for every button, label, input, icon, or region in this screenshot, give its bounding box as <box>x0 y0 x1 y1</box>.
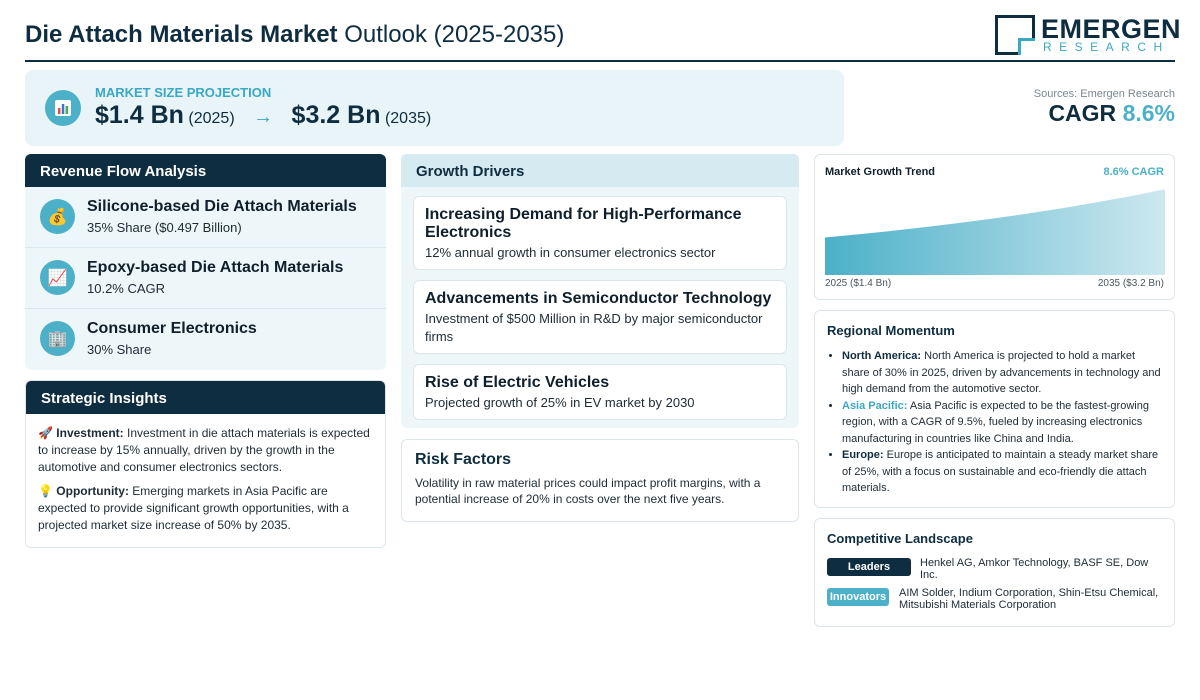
title-rest: Outlook (2025-2035) <box>344 21 565 48</box>
regional-momentum-title: Regional Momentum <box>827 323 955 338</box>
revenue-item-value: 35% Share ($0.497 Billion) <box>87 220 242 235</box>
region-text: Asia Pacific is expected to be the faste… <box>842 399 1149 445</box>
driver-card: Increasing Demand for High-Performance E… <box>413 196 787 270</box>
bar-chart-icon <box>45 90 81 126</box>
competitive-landscape-panel: Competitive Landscape Leaders Henkel AG,… <box>814 518 1175 627</box>
investment-label: Investment: <box>56 426 124 440</box>
driver-desc: Investment of $500 Million in R&D by maj… <box>425 311 763 344</box>
revenue-item: 📈 Epoxy-based Die Attach Materials 10.2%… <box>25 248 386 309</box>
driver-desc: 12% annual growth in consumer electronic… <box>425 245 716 260</box>
revenue-flow-title: Revenue Flow Analysis <box>25 154 386 187</box>
market-growth-trend-panel: Market Growth Trend 8.6% CAGR 2025 ($1.4… <box>814 154 1175 300</box>
start-year: (2025) <box>188 110 235 127</box>
strategic-insights-panel: Strategic Insights 🚀 Investment: Investm… <box>25 380 386 548</box>
end-year: (2035) <box>384 110 432 127</box>
driver-title: Increasing Demand for High-Performance E… <box>425 206 742 241</box>
logo-name: EMERGEN <box>1041 14 1182 44</box>
projection-values: $1.4 Bn (2025) → $3.2 Bn (2035) <box>95 101 431 130</box>
page-title: Die Attach Materials Market Outlook (202… <box>25 21 564 49</box>
opportunity-insight: 💡 Opportunity: Emerging markets in Asia … <box>38 483 373 534</box>
growth-area-chart <box>825 189 1165 275</box>
region-name: Europe: <box>842 449 884 461</box>
market-size-projection: MARKET SIZE PROJECTION $1.4 Bn (2025) → … <box>25 70 844 146</box>
emergen-logo[interactable]: EMERGEN RESEARCH <box>995 14 1181 56</box>
cagr-headline: CAGR 8.6% <box>1048 100 1175 127</box>
page-header: Die Attach Materials Market Outlook (202… <box>25 12 1181 62</box>
revenue-item: 💰 Silicone-based Die Attach Materials 35… <box>25 187 386 248</box>
leaders-list: Henkel AG, Amkor Technology, BASF SE, Do… <box>920 557 1149 581</box>
start-value: $1.4 Bn <box>95 101 184 129</box>
regional-momentum-panel: Regional Momentum North America: North A… <box>814 310 1175 508</box>
innovators-list: AIM Solder, Indium Corporation, Shin-Ets… <box>899 587 1159 611</box>
sources-text: Sources: Emergen Research <box>1033 88 1175 100</box>
leaders-row: Leaders Henkel AG, Amkor Technology, BAS… <box>827 557 1163 583</box>
innovators-badge: Innovators <box>827 588 889 606</box>
driver-title: Rise of Electric Vehicles <box>425 374 610 391</box>
revenue-item-value: 10.2% CAGR <box>87 281 166 296</box>
cagr-value: 8.6% <box>1122 100 1175 126</box>
risk-factors-text: Volatility in raw material prices could … <box>415 476 761 506</box>
region-item: North America: North America is projecte… <box>842 348 1162 398</box>
projection-label: MARKET SIZE PROJECTION <box>95 85 272 100</box>
region-item: Europe: Europe is anticipated to maintai… <box>842 447 1162 497</box>
strategic-insights-title: Strategic Insights <box>26 381 385 414</box>
risk-factors-panel: Risk Factors Volatility in raw material … <box>401 439 799 522</box>
investment-insight: 🚀 Investment: Investment in die attach m… <box>38 425 373 476</box>
competitive-landscape-title: Competitive Landscape <box>827 531 973 546</box>
building-icon: 🏢 <box>40 321 75 356</box>
innovators-row: Innovators AIM Solder, Indium Corporatio… <box>827 587 1163 613</box>
region-name: Asia Pacific: <box>842 399 908 412</box>
region-item: Asia Pacific: Asia Pacific is expected t… <box>842 398 1162 448</box>
logo-subtitle: RESEARCH <box>1043 40 1170 54</box>
revenue-item-name: Silicone-based Die Attach Materials <box>87 198 357 215</box>
revenue-item: 🏢 Consumer Electronics 30% Share <box>25 309 386 370</box>
rocket-icon: 🚀 <box>38 426 53 440</box>
arrow-right-icon: → <box>253 106 274 128</box>
region-name: North America: <box>842 350 922 362</box>
risk-factors-title: Risk Factors <box>415 451 512 468</box>
cagr-label: CAGR <box>1048 100 1117 126</box>
leaders-badge: Leaders <box>827 558 911 576</box>
trend-end-label: 2035 ($3.2 Bn) <box>1097 278 1164 289</box>
growth-area <box>825 189 1165 275</box>
investment-text: Investment in die attach materials is ex… <box>38 426 370 474</box>
growth-drivers-panel: Growth Drivers Increasing Demand for Hig… <box>401 154 799 428</box>
growth-drivers-title: Growth Drivers <box>401 154 799 187</box>
trend-title: Market Growth Trend <box>825 166 936 178</box>
title-bold: Die Attach Materials Market <box>25 21 338 48</box>
opportunity-text: Emerging markets in Asia Pacific are exp… <box>38 484 349 532</box>
revenue-item-value: 30% Share <box>87 342 152 357</box>
driver-card: Advancements in Semiconductor Technology… <box>413 280 787 354</box>
trend-chart-icon: 📈 <box>40 260 75 295</box>
logo-mark-icon <box>995 15 1035 55</box>
driver-desc: Projected growth of 25% in EV market by … <box>425 395 695 410</box>
end-value: $3.2 Bn <box>291 101 381 129</box>
revenue-item-name: Epoxy-based Die Attach Materials <box>87 259 344 276</box>
revenue-flow-panel: Revenue Flow Analysis 💰 Silicone-based D… <box>25 154 386 370</box>
money-bag-icon: 💰 <box>40 199 75 234</box>
region-text: Europe is anticipated to maintain a stea… <box>842 449 1159 494</box>
driver-card: Rise of Electric Vehicles Projected grow… <box>413 364 787 420</box>
revenue-item-name: Consumer Electronics <box>87 320 257 337</box>
region-text: North America is projected to hold a mar… <box>842 350 1161 395</box>
lightbulb-icon: 💡 <box>38 484 53 498</box>
trend-cagr: 8.6% CAGR <box>1103 166 1164 178</box>
trend-start-label: 2025 ($1.4 Bn) <box>825 278 892 289</box>
driver-title: Advancements in Semiconductor Technology <box>425 290 772 307</box>
opportunity-label: Opportunity: <box>56 484 129 498</box>
